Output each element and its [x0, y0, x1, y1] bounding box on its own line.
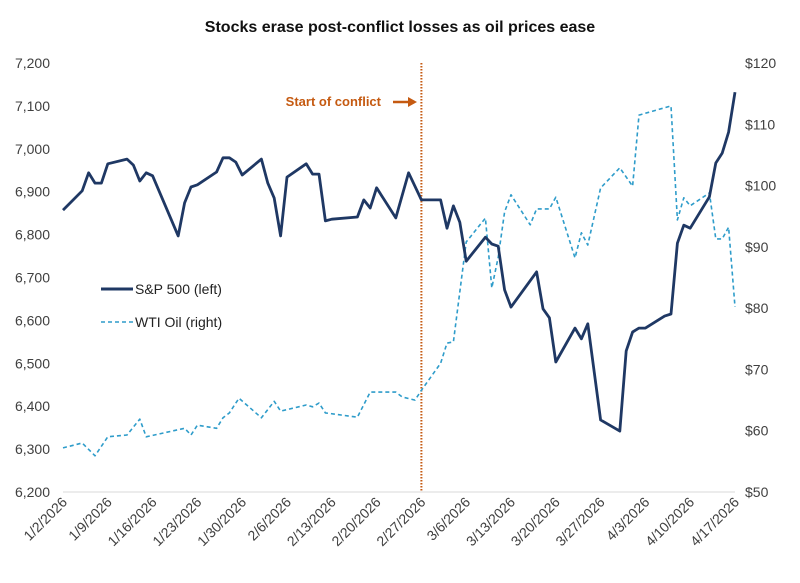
- conflict-arrow-icon: [393, 97, 417, 107]
- series-line-sp500: [62, 91, 737, 433]
- left-y-tick-label: 6,700: [15, 270, 50, 286]
- x-tick-label: 1/2/2026: [20, 494, 70, 544]
- series-group: [62, 91, 737, 457]
- right-y-tick-label: $70: [745, 361, 769, 377]
- left-y-axis: 6,200 6,300 6,400 6,500 6,600 6,700 6,800 6,900…: [15, 55, 50, 500]
- left-y-tick-label: 6,800: [15, 227, 50, 243]
- right-y-tick-label: $60: [745, 423, 769, 439]
- left-y-tick-label: 6,900: [15, 184, 50, 200]
- left-y-tick-label: 6,400: [15, 398, 50, 414]
- left-y-tick-label: 6,600: [15, 312, 50, 328]
- x-tick-label: 4/17/2026: [687, 494, 743, 550]
- legend: S&P 500 (left) WTI Oil (right): [101, 281, 222, 330]
- left-y-tick-label: 6,300: [15, 441, 50, 457]
- chart-title: Stocks erase post-conflict losses as oil…: [205, 19, 596, 36]
- x-axis: 1/2/20261/9/20261/16/20261/23/20261/30/2…: [20, 494, 742, 550]
- right-y-tick-label: $80: [745, 300, 769, 316]
- left-y-tick-label: 7,200: [15, 55, 50, 71]
- legend-label-sp500: S&P 500 (left): [135, 281, 222, 297]
- right-y-tick-label: $100: [745, 178, 776, 194]
- right-y-tick-label: $110: [745, 116, 775, 132]
- right-y-tick-label: $90: [745, 239, 769, 255]
- x-tick-label: 3/27/2026: [552, 494, 608, 550]
- series-line-wti-oil: [62, 105, 736, 457]
- left-y-tick-label: 7,000: [15, 141, 50, 157]
- legend-label-wti-oil: WTI Oil (right): [135, 314, 222, 330]
- conflict-annotation-label: Start of conflict: [286, 94, 382, 109]
- left-y-tick-label: 6,500: [15, 355, 50, 371]
- left-y-tick-label: 6,200: [15, 484, 50, 500]
- right-y-axis: $50 $60 $70 $80 $90 $100 $110 $120: [745, 55, 776, 500]
- left-y-tick-label: 7,100: [15, 98, 50, 114]
- x-tick-label: 2/27/2026: [373, 494, 429, 550]
- right-y-tick-label: $120: [745, 55, 776, 71]
- x-tick-label: 1/30/2026: [194, 494, 250, 550]
- right-y-tick-label: $50: [745, 484, 769, 500]
